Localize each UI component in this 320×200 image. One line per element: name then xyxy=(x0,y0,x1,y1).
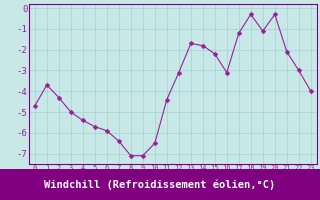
Text: Windchill (Refroidissement éolien,°C): Windchill (Refroidissement éolien,°C) xyxy=(44,179,276,190)
